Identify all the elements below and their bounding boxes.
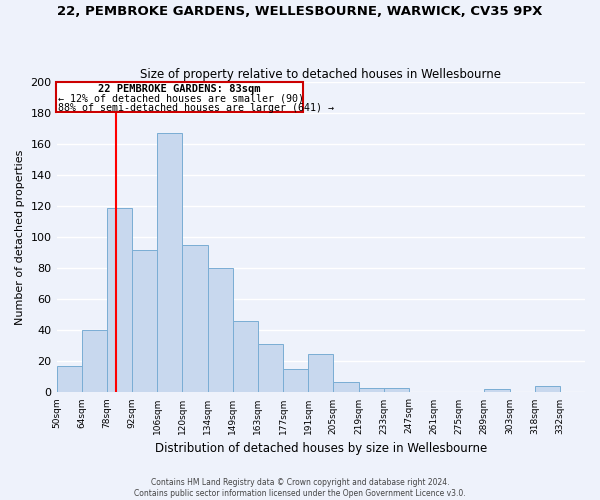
Bar: [107, 208, 132, 392]
Bar: [56, 366, 82, 392]
Text: Contains HM Land Registry data © Crown copyright and database right 2024.
Contai: Contains HM Land Registry data © Crown c…: [134, 478, 466, 498]
Text: 22 PEMBROKE GARDENS: 83sqm: 22 PEMBROKE GARDENS: 83sqm: [98, 84, 260, 94]
Bar: [484, 390, 509, 392]
Bar: [383, 388, 409, 392]
Bar: [535, 386, 560, 392]
Bar: [157, 134, 182, 392]
Title: Size of property relative to detached houses in Wellesbourne: Size of property relative to detached ho…: [140, 68, 501, 81]
Bar: [283, 369, 308, 392]
Bar: [359, 388, 383, 392]
Bar: [182, 245, 208, 392]
Bar: [208, 268, 233, 392]
Bar: [132, 250, 157, 392]
Bar: [308, 354, 334, 393]
Text: 22, PEMBROKE GARDENS, WELLESBOURNE, WARWICK, CV35 9PX: 22, PEMBROKE GARDENS, WELLESBOURNE, WARW…: [58, 5, 542, 18]
Bar: [258, 344, 283, 393]
Bar: [82, 330, 107, 392]
Text: 88% of semi-detached houses are larger (641) →: 88% of semi-detached houses are larger (…: [58, 103, 334, 113]
Text: ← 12% of detached houses are smaller (90): ← 12% of detached houses are smaller (90…: [58, 94, 304, 104]
Bar: [233, 321, 258, 392]
Y-axis label: Number of detached properties: Number of detached properties: [15, 150, 25, 325]
FancyBboxPatch shape: [56, 82, 303, 112]
Bar: [334, 382, 359, 392]
X-axis label: Distribution of detached houses by size in Wellesbourne: Distribution of detached houses by size …: [155, 442, 487, 455]
